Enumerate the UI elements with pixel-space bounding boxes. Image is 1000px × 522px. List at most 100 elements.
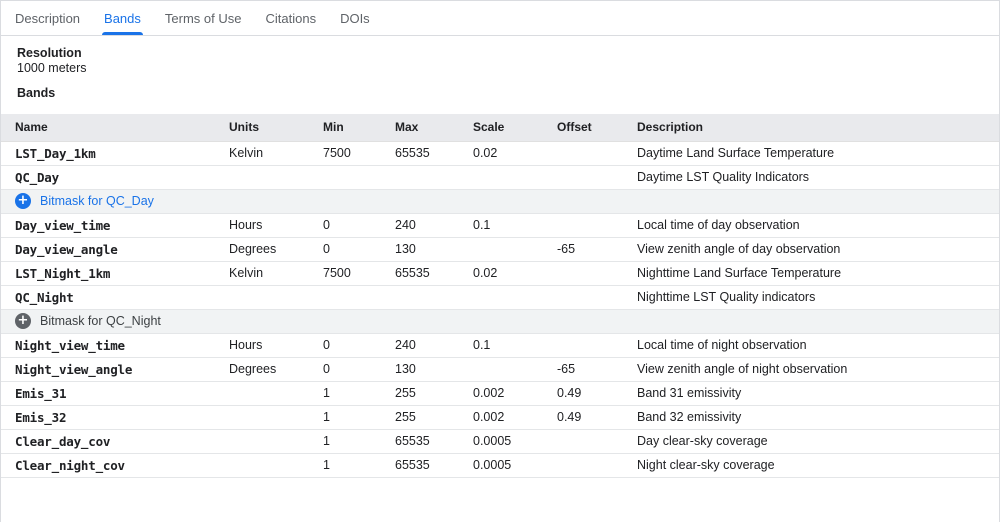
col-header-max: Max	[395, 114, 473, 142]
band-units-cell: Hours	[229, 212, 323, 237]
resolution-value: 1000 meters	[17, 61, 87, 75]
band-description-cell: Nighttime LST Quality indicators	[637, 284, 999, 309]
band-scale-cell	[473, 164, 557, 189]
col-header-name: Name	[1, 114, 229, 142]
band-name-cell: QC_Night	[1, 284, 229, 309]
band-description-cell: View zenith angle of day observation	[637, 236, 999, 261]
band-row: QC_Day Daytime LST Quality Indicators	[1, 164, 999, 189]
bitmask-row[interactable]: + Bitmask for QC_Night	[1, 308, 999, 333]
band-description-cell: Daytime LST Quality Indicators	[637, 164, 999, 189]
band-name-cell: Emis_31	[1, 380, 229, 405]
band-units-cell	[229, 284, 323, 309]
band-offset-cell	[557, 140, 637, 165]
resolution-label: Resolution	[17, 46, 82, 60]
band-units-cell	[229, 164, 323, 189]
col-header-scale: Scale	[473, 114, 557, 142]
band-offset-cell	[557, 284, 637, 309]
band-scale-cell: 0.1	[473, 212, 557, 237]
band-scale-cell: 0.0005	[473, 428, 557, 453]
col-header-offset: Offset	[557, 114, 637, 142]
bitmask-label: Bitmask for QC_Day	[40, 194, 154, 208]
band-units-cell	[229, 404, 323, 429]
col-header-units: Units	[229, 114, 323, 142]
band-min-cell: 0	[323, 236, 395, 261]
band-scale-cell: 0.02	[473, 260, 557, 285]
band-row: Day_view_time Hours 0 240 0.1 Local time of d…	[1, 212, 999, 237]
band-description-cell: Local time of night observation	[637, 332, 999, 357]
info-section: Resolution 1000 meters Bands	[1, 36, 999, 101]
band-min-cell: 1	[323, 428, 395, 453]
band-min-cell	[323, 164, 395, 189]
band-name-cell: Clear_day_cov	[1, 428, 229, 453]
band-row: QC_Night Nighttime LST Quality indicators	[1, 284, 999, 309]
band-units-cell: Degrees	[229, 236, 323, 261]
band-max-cell: 255	[395, 404, 473, 429]
band-row: Clear_day_cov 1 65535 0.0005 Day clear-sky c…	[1, 428, 999, 453]
tab-dois[interactable]: DOIs	[340, 10, 370, 26]
band-offset-cell: -65	[557, 236, 637, 261]
band-min-cell: 7500	[323, 140, 395, 165]
band-units-cell	[229, 380, 323, 405]
band-min-cell: 7500	[323, 260, 395, 285]
band-offset-cell	[557, 212, 637, 237]
band-description-cell: View zenith angle of night observation	[637, 356, 999, 381]
band-row: Emis_31 1 255 0.002 0.49 Band 31 emissivity	[1, 380, 999, 405]
band-max-cell: 130	[395, 236, 473, 261]
bitmask-toggle[interactable]: + Bitmask for QC_Day	[15, 193, 999, 209]
band-min-cell: 0	[323, 332, 395, 357]
band-max-cell: 65535	[395, 428, 473, 453]
band-name-cell: Emis_32	[1, 404, 229, 429]
band-row: Emis_32 1 255 0.002 0.49 Band 32 emissivity	[1, 404, 999, 429]
band-offset-cell	[557, 428, 637, 453]
col-header-description: Description	[637, 114, 999, 142]
band-min-cell	[323, 284, 395, 309]
band-units-cell: Kelvin	[229, 140, 323, 165]
plus-circle-icon[interactable]: +	[15, 193, 31, 209]
band-name-cell: QC_Day	[1, 164, 229, 189]
bitmask-row[interactable]: + Bitmask for QC_Day	[1, 188, 999, 213]
band-scale-cell: 0.002	[473, 404, 557, 429]
band-max-cell: 240	[395, 332, 473, 357]
band-units-cell	[229, 428, 323, 453]
band-description-cell: Band 31 emissivity	[637, 380, 999, 405]
band-units-cell: Kelvin	[229, 260, 323, 285]
bands-table: Name Units Min Max Scale Offset Descript…	[1, 114, 999, 478]
band-description-cell: Daytime Land Surface Temperature	[637, 140, 999, 165]
band-min-cell: 1	[323, 404, 395, 429]
tab-bar: Description Bands Terms of Use Citations…	[1, 1, 999, 36]
band-description-cell: Local time of day observation	[637, 212, 999, 237]
band-min-cell: 1	[323, 452, 395, 478]
band-offset-cell	[557, 452, 637, 478]
band-description-cell: Night clear-sky coverage	[637, 452, 999, 478]
tab-description[interactable]: Description	[15, 10, 81, 26]
band-name-cell: Night_view_time	[1, 332, 229, 357]
band-offset-cell	[557, 332, 637, 357]
band-min-cell: 0	[323, 356, 395, 381]
band-offset-cell: 0.49	[557, 404, 637, 429]
band-description-cell: Band 32 emissivity	[637, 404, 999, 429]
band-min-cell: 1	[323, 380, 395, 405]
band-offset-cell	[557, 260, 637, 285]
band-name-cell: LST_Day_1km	[1, 140, 229, 165]
tab-bands[interactable]: Bands	[92, 1, 153, 35]
band-name-cell: LST_Night_1km	[1, 260, 229, 285]
band-row: Clear_night_cov 1 65535 0.0005 Night clear-s…	[1, 452, 999, 478]
band-max-cell	[395, 284, 473, 309]
tab-citations[interactable]: Citations	[265, 10, 317, 26]
band-min-cell: 0	[323, 212, 395, 237]
bands-table-body: LST_Day_1km Kelvin 7500 65535 0.02 Daytime La…	[1, 140, 999, 478]
band-scale-cell: 0.02	[473, 140, 557, 165]
band-scale-cell: 0.0005	[473, 452, 557, 478]
band-scale-cell: 0.002	[473, 380, 557, 405]
band-max-cell: 65535	[395, 260, 473, 285]
bands-heading: Bands	[17, 86, 56, 100]
band-max-cell	[395, 164, 473, 189]
band-offset-cell: -65	[557, 356, 637, 381]
band-max-cell: 130	[395, 356, 473, 381]
plus-circle-icon[interactable]: +	[15, 313, 31, 329]
tab-terms-of-use[interactable]: Terms of Use	[164, 10, 242, 26]
bitmask-toggle[interactable]: + Bitmask for QC_Night	[15, 313, 999, 329]
band-max-cell: 65535	[395, 140, 473, 165]
band-offset-cell: 0.49	[557, 380, 637, 405]
band-units-cell: Hours	[229, 332, 323, 357]
